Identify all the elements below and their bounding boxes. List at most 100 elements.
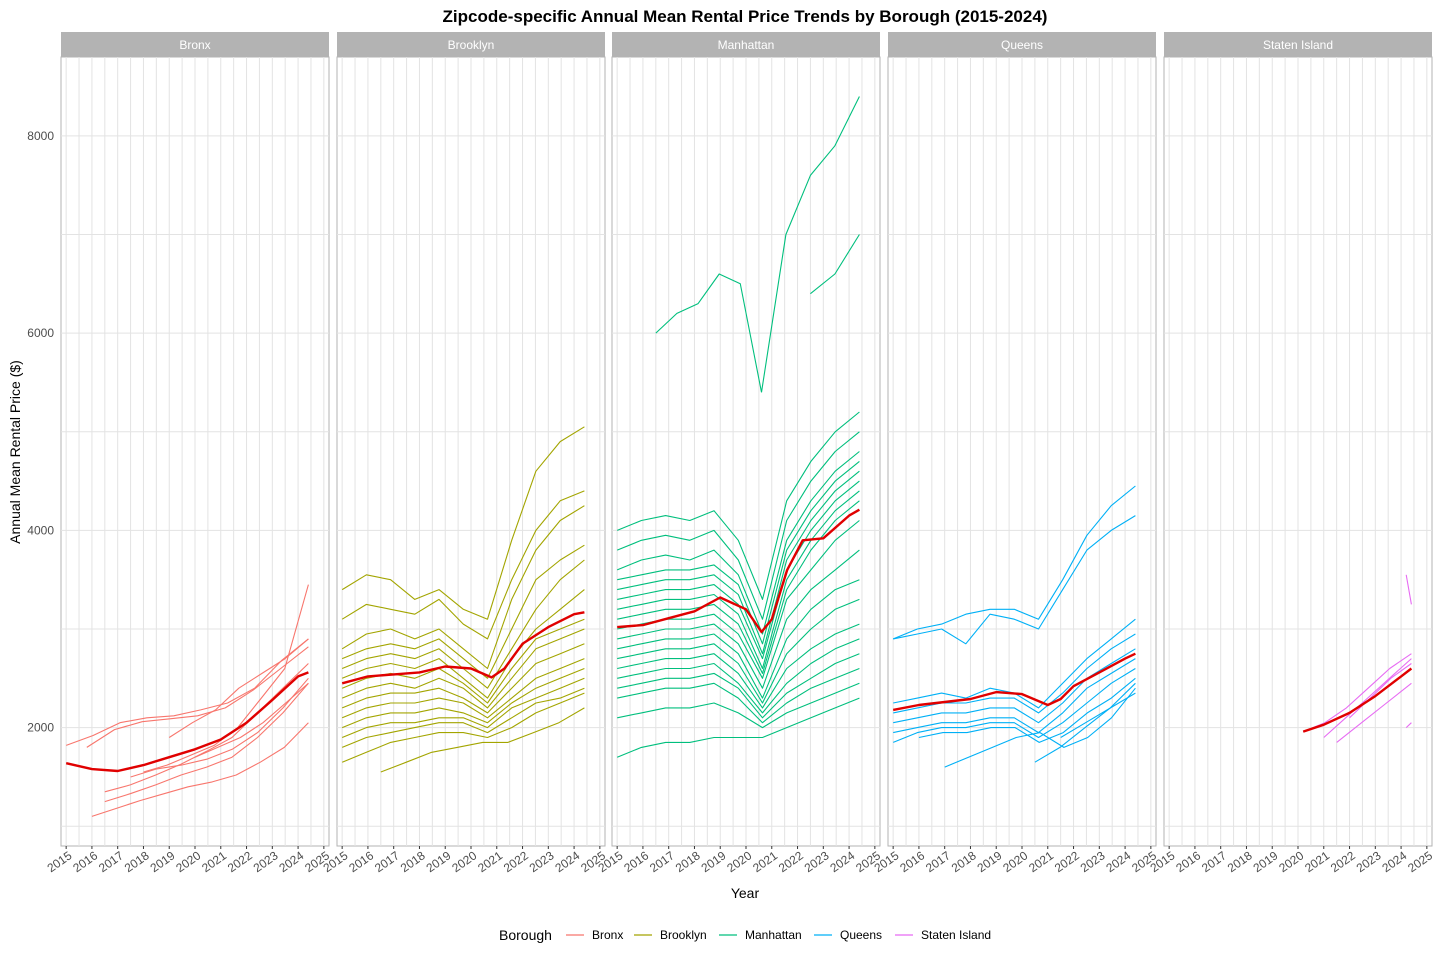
series-line xyxy=(91,722,309,817)
series-line xyxy=(944,687,1136,768)
x-tick-label: 2023 xyxy=(1354,848,1384,875)
facet-strip-label: Queens xyxy=(1001,38,1043,52)
x-tick-label: 2024 xyxy=(276,848,306,875)
grid-lines xyxy=(612,57,880,846)
x-tick-label: 2019 xyxy=(424,848,454,875)
x-tick-label: 2023 xyxy=(1078,848,1108,875)
facet-strip xyxy=(1164,32,1432,57)
series-line xyxy=(810,234,860,295)
x-tick-label: 2018 xyxy=(122,848,152,875)
x-tick-label: 2023 xyxy=(251,848,281,875)
facet-panel-brooklyn: Brooklyn20152016201720182019202020212022… xyxy=(321,32,608,875)
series-line xyxy=(892,485,1136,640)
x-tick-label: 2018 xyxy=(1225,848,1255,875)
x-tick-label: 2023 xyxy=(802,848,832,875)
series-line xyxy=(617,598,860,704)
series-line xyxy=(617,500,860,674)
series-line xyxy=(760,96,860,393)
facet-strip xyxy=(337,32,605,57)
series-line xyxy=(341,628,585,709)
y-axis-title: Annual Mean Rental Price ($) xyxy=(7,360,23,544)
series-line xyxy=(341,544,585,679)
series-line xyxy=(341,687,585,748)
chart-title: Zipcode-specific Annual Mean Rental Pric… xyxy=(443,7,1048,26)
x-tick-label: 2018 xyxy=(673,848,703,875)
x-tick-label: 2022 xyxy=(1052,848,1082,875)
series-line xyxy=(1034,682,1136,763)
x-tick-label: 2023 xyxy=(527,848,557,875)
series-line xyxy=(341,677,585,739)
series-line xyxy=(617,579,860,699)
series-line xyxy=(341,490,585,640)
x-tick-label: 2020 xyxy=(449,848,479,875)
series-line xyxy=(616,451,860,635)
x-axis-title: Year xyxy=(731,885,760,901)
x-tick-label: 2025 xyxy=(1405,848,1435,875)
facet-strip-label: Brooklyn xyxy=(448,38,495,52)
series-line xyxy=(380,707,585,773)
series-line xyxy=(1336,682,1412,743)
facet-strip-label: Staten Island xyxy=(1263,38,1333,52)
legend: Borough Bronx Brooklyn Manhattan Queens Stat… xyxy=(499,927,991,943)
x-tick-label: 2024 xyxy=(1103,848,1133,875)
facet-strip-label: Bronx xyxy=(179,38,210,52)
x-tick-label: 2020 xyxy=(173,848,203,875)
x-tick-label: 2020 xyxy=(1000,848,1030,875)
x-tick-label: 2021 xyxy=(1302,848,1332,875)
x-tick-label: 2019 xyxy=(699,848,729,875)
series-line xyxy=(893,633,1136,714)
facet-panel-staten-island: Staten Island201520162017201820192020202… xyxy=(1148,32,1435,875)
series-line xyxy=(893,515,1136,645)
series-line xyxy=(1405,722,1412,729)
x-tick-label: 2021 xyxy=(750,848,780,875)
series-line xyxy=(1060,692,1136,738)
series-group xyxy=(1302,574,1412,743)
facet-strip-label: Manhattan xyxy=(718,38,775,52)
facet-panels: 2000400060008000Bronx2015201620172018201… xyxy=(27,32,1435,875)
series-line xyxy=(66,638,309,746)
series-line xyxy=(1405,574,1412,605)
x-tick-label: 2016 xyxy=(897,848,927,875)
facet-strip xyxy=(888,32,1156,57)
series-line xyxy=(617,490,860,670)
x-tick-label: 2018 xyxy=(398,848,428,875)
series-line xyxy=(617,623,860,709)
x-tick-label: 2017 xyxy=(96,848,126,875)
x-tick-label: 2016 xyxy=(346,848,376,875)
facet-strip xyxy=(61,32,329,57)
series-line xyxy=(617,667,860,724)
series-line xyxy=(341,505,585,670)
x-tick-label: 2024 xyxy=(827,848,857,875)
series-line xyxy=(341,426,585,620)
x-tick-label: 2021 xyxy=(475,848,505,875)
series-line xyxy=(616,697,860,758)
series-line xyxy=(1323,658,1412,738)
x-tick-label: 2019 xyxy=(975,848,1005,875)
facet-panel-queens: Queens2015201620172018201920202021202220… xyxy=(872,32,1159,875)
trend-line xyxy=(617,508,860,634)
x-tick-label: 2017 xyxy=(647,848,677,875)
x-tick-label: 2017 xyxy=(1199,848,1229,875)
series-line xyxy=(104,682,309,803)
y-tick-label: 8000 xyxy=(27,129,54,143)
series-line xyxy=(130,677,309,778)
x-tick-label: 2021 xyxy=(199,848,229,875)
x-tick-label: 2022 xyxy=(776,848,806,875)
legend-title: Borough xyxy=(499,927,552,943)
trend-line xyxy=(892,652,1136,712)
y-tick-label: 2000 xyxy=(27,721,54,735)
series-line xyxy=(1302,653,1412,733)
trend-line xyxy=(1302,667,1413,733)
grid-lines xyxy=(1164,57,1432,846)
x-tick-label: 2017 xyxy=(372,848,402,875)
series-line xyxy=(617,549,860,689)
grid-lines xyxy=(888,57,1156,846)
series-line xyxy=(341,658,585,719)
series-line xyxy=(617,470,860,655)
x-tick-label: 2017 xyxy=(923,848,953,875)
series-line xyxy=(616,431,860,620)
series-line xyxy=(341,643,585,714)
y-tick-label: 4000 xyxy=(27,523,54,537)
x-tick-label: 2024 xyxy=(552,848,582,875)
trend-line xyxy=(341,611,585,685)
